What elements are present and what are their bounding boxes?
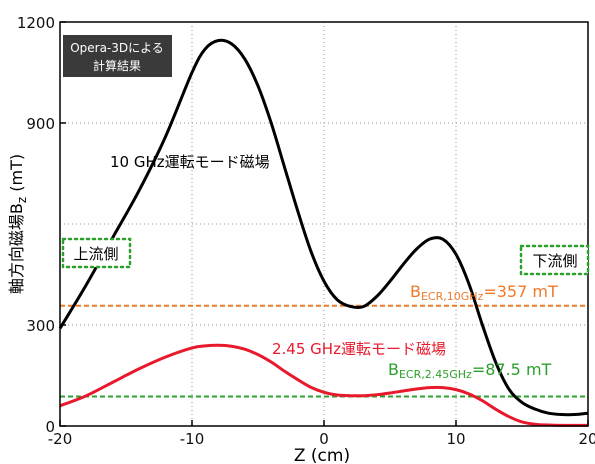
ref-label-10ghz-b: B xyxy=(410,282,421,301)
annotation-box-line2: 計算結果 xyxy=(93,58,141,73)
x-tick-label: 10 xyxy=(446,430,465,448)
reference-lines xyxy=(60,304,588,398)
upstream-label: 上流側 xyxy=(73,245,118,263)
y-tick-label: 1200 xyxy=(17,14,55,32)
ref-label-2-45ghz-value: =87.5 mT xyxy=(472,360,552,379)
annotation-box xyxy=(63,35,172,77)
ref-label-2-45ghz: BECR,2.45GHz=87.5 mT xyxy=(388,360,552,381)
y-tick-label: 900 xyxy=(26,115,55,133)
y-axis-label: 軸方向磁場Bz (mT) xyxy=(7,154,29,294)
y-axis-label-sub: z xyxy=(15,197,29,203)
x-tick-label: 0 xyxy=(319,430,329,448)
y-tick-label: 300 xyxy=(26,317,55,335)
y-ticks: 0 300 900 1200 xyxy=(17,14,66,436)
ref-label-10ghz-value: =357 mT xyxy=(483,282,558,301)
ref-label-10ghz-sub: ECR,10GHz xyxy=(421,290,484,303)
x-tick-label: -20 xyxy=(48,430,73,448)
upstream-box xyxy=(61,237,132,269)
downstream-label: 下流側 xyxy=(532,252,577,270)
annotation-box-line1: Opera-3Dによる xyxy=(70,41,164,55)
x-axis-label: Z (cm) xyxy=(294,446,350,464)
series-line-1 xyxy=(59,343,588,427)
grid xyxy=(60,22,588,426)
x-ticks: -20 -10 0 10 20 xyxy=(48,420,595,448)
series-line-0 xyxy=(58,38,589,417)
series-label-2-45ghz: 2.45 GHz運転モード磁場 xyxy=(272,340,446,358)
series-curves xyxy=(58,38,589,427)
y-axis-label-main: 軸方向磁場B xyxy=(7,203,26,294)
x-tick-label: 20 xyxy=(578,430,595,448)
y-axis-label-unit: (mT) xyxy=(7,154,26,197)
series-label-10ghz: 10 GHz運転モード磁場 xyxy=(110,153,270,171)
ref-label-2-45ghz-sub: ECR,2.45GHz xyxy=(399,368,472,381)
ref-label-10ghz: BECR,10GHz=357 mT xyxy=(410,282,558,303)
downstream-box xyxy=(519,244,590,276)
x-tick-label: -10 xyxy=(180,430,205,448)
y-tick-label: 0 xyxy=(45,418,55,436)
ref-label-2-45ghz-b: B xyxy=(388,360,399,379)
